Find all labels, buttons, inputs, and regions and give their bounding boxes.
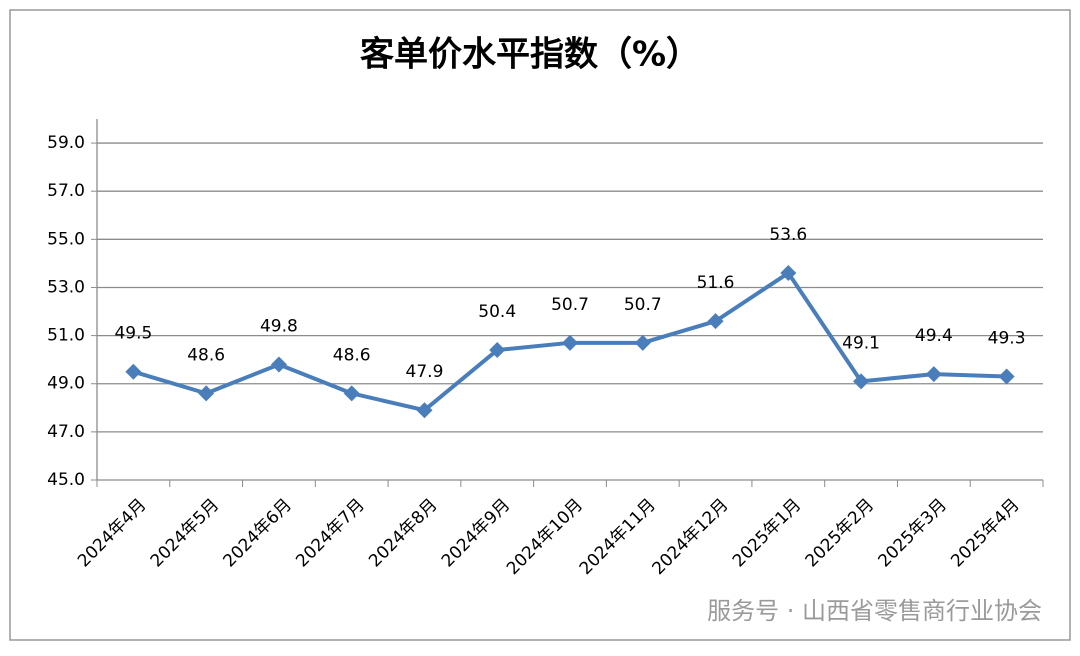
data-point (998, 368, 1015, 385)
data-point (343, 385, 360, 402)
data-point (125, 363, 142, 380)
data-point (416, 402, 433, 419)
data-point (853, 373, 870, 390)
data-point (489, 342, 506, 359)
data-label: 49.1 (842, 333, 880, 353)
data-label: 50.7 (624, 295, 662, 315)
y-tick-label: 59.0 (47, 133, 85, 153)
watermark: 服务号 · 山西省零售商行业协会 (707, 597, 1042, 625)
data-label: 49.8 (260, 316, 298, 336)
data-label: 50.7 (551, 295, 589, 315)
y-tick-label: 53.0 (47, 277, 85, 297)
y-tick-label: 51.0 (47, 326, 85, 346)
y-tick-label: 55.0 (47, 229, 85, 249)
y-tick-label: 47.0 (47, 422, 85, 442)
data-point (780, 265, 797, 282)
data-label: 50.4 (478, 302, 516, 322)
data-label: 49.5 (114, 324, 152, 344)
data-point (562, 334, 578, 351)
data-point (707, 313, 724, 330)
y-tick-label: 57.0 (47, 181, 85, 201)
y-tick-label: 45.0 (47, 470, 85, 490)
data-label: 48.6 (333, 345, 371, 365)
chart-title: 客单价水平指数（%） (360, 35, 700, 75)
data-point (270, 356, 287, 373)
data-label: 51.6 (697, 273, 735, 293)
data-point (925, 366, 942, 383)
data-label: 49.3 (988, 329, 1026, 349)
data-label: 48.6 (187, 345, 225, 365)
y-tick-label: 49.0 (47, 374, 85, 394)
data-label: 53.6 (769, 225, 807, 245)
data-label: 49.4 (915, 326, 953, 346)
chart-frame (9, 9, 1071, 641)
data-point (634, 334, 651, 351)
data-point (198, 385, 215, 402)
data-label: 47.9 (406, 362, 444, 382)
